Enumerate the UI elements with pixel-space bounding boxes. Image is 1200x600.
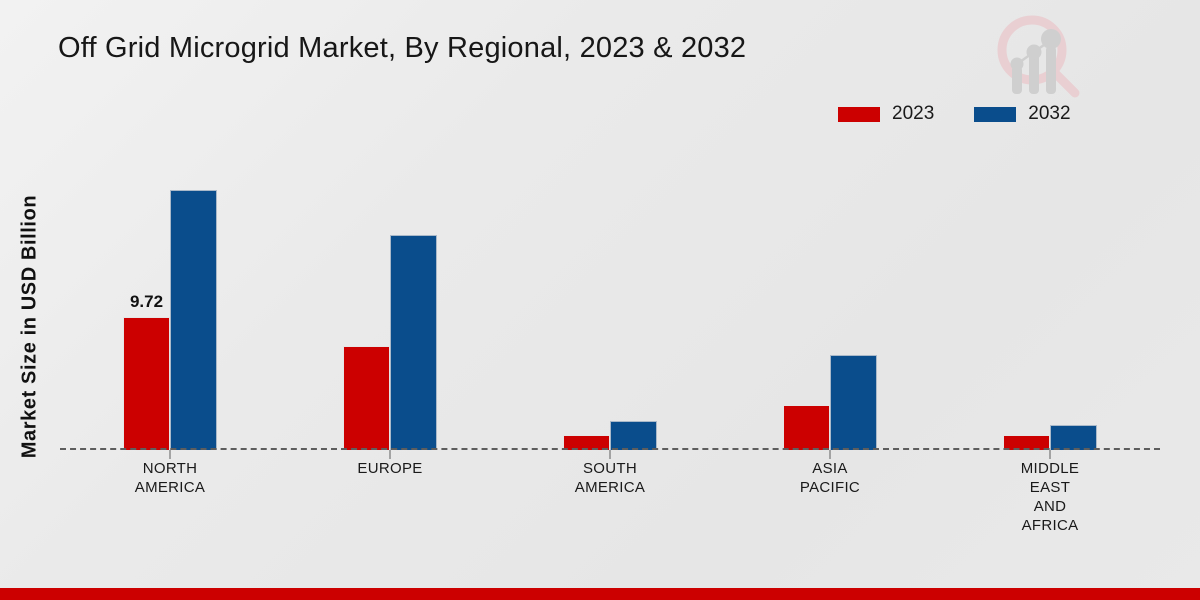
market-research-magnifier-logo-icon xyxy=(985,8,1085,100)
x-axis-labels: NORTH AMERICA EUROPE SOUTH AMERICA ASIA PAC… xyxy=(60,459,1160,535)
bar-groups: 9.72 xyxy=(60,150,1160,459)
bar-group-north-america: 9.72 xyxy=(60,150,280,459)
bar-2023-middle-east-and-africa[interactable] xyxy=(1003,435,1050,450)
x-label-europe: EUROPE xyxy=(357,460,423,477)
chart-title: Off Grid Microgrid Market, By Regional, … xyxy=(58,32,747,64)
x-label-south-america: SOUTH AMERICA xyxy=(574,460,646,496)
bar-group-south-america xyxy=(500,150,720,459)
axis-tick xyxy=(169,450,171,459)
x-label-middle-east-and-africa: MIDDLE EAST AND AFRICA xyxy=(1020,460,1080,534)
bar-2032-europe[interactable] xyxy=(390,234,437,450)
legend-label-2032: 2032 xyxy=(1028,103,1071,124)
bar-2023-europe[interactable] xyxy=(343,346,390,450)
legend-label-2023: 2023 xyxy=(892,103,935,124)
legend-item-2032[interactable]: 2032 xyxy=(974,103,1071,125)
bar-2023-north-america[interactable]: 9.72 xyxy=(123,292,170,450)
chart-legend: 2023 2032 xyxy=(838,103,1071,125)
legend-item-2023[interactable]: 2023 xyxy=(838,103,934,125)
bar-group-asia-pacific xyxy=(720,150,940,459)
plot-area: 9.72 xyxy=(60,150,1160,459)
axis-tick xyxy=(1049,450,1051,459)
x-label-asia-pacific: ASIA PACIFIC xyxy=(799,460,861,496)
bar-group-europe xyxy=(280,150,500,459)
bar-2032-south-america[interactable] xyxy=(610,421,657,450)
bar-2023-asia-pacific[interactable] xyxy=(783,405,830,450)
x-axis-baseline xyxy=(60,448,1160,450)
axis-tick xyxy=(609,450,611,459)
legend-swatch-2023 xyxy=(838,106,880,122)
bar-group-middle-east-and-africa xyxy=(940,150,1160,459)
x-label-north-america: NORTH AMERICA xyxy=(134,460,206,496)
footer-accent-bar xyxy=(0,588,1200,600)
bar-value-label: 9.72 xyxy=(129,292,164,312)
bar-2032-middle-east-and-africa[interactable] xyxy=(1050,425,1097,450)
bar-2032-north-america[interactable] xyxy=(170,189,217,450)
axis-tick xyxy=(829,450,831,459)
bar-2023-south-america[interactable] xyxy=(563,435,610,450)
bar-2032-asia-pacific[interactable] xyxy=(830,354,877,450)
legend-swatch-2032 xyxy=(974,106,1017,122)
axis-tick xyxy=(389,450,391,459)
y-axis-title: Market Size in USD Billion xyxy=(18,194,41,459)
